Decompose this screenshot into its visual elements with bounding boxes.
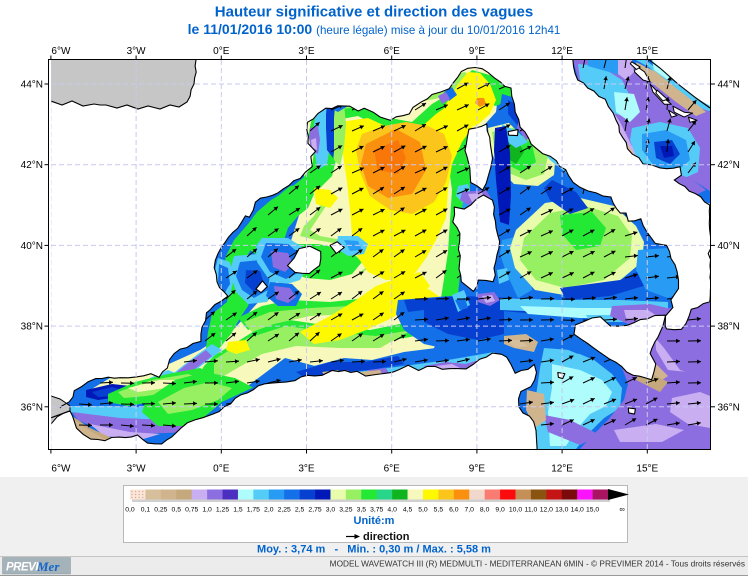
svg-text:6°W: 6°W bbox=[51, 46, 71, 57]
svg-text:2,5: 2,5 bbox=[295, 507, 305, 514]
svg-text:3,0: 3,0 bbox=[326, 507, 336, 514]
svg-text:4,0: 4,0 bbox=[387, 507, 397, 514]
svg-text:2,25: 2,25 bbox=[278, 507, 291, 514]
svg-text:36°N: 36°N bbox=[21, 402, 43, 413]
svg-text:1,75: 1,75 bbox=[247, 507, 260, 514]
svg-text:15°E: 15°E bbox=[636, 46, 658, 57]
svg-text:15,0: 15,0 bbox=[586, 507, 599, 514]
svg-text:6°W: 6°W bbox=[51, 464, 71, 475]
svg-text:6°E: 6°E bbox=[384, 46, 401, 57]
svg-text:3,75: 3,75 bbox=[370, 507, 383, 514]
svg-text:2,0: 2,0 bbox=[264, 507, 274, 514]
svg-text:9°E: 9°E bbox=[469, 46, 486, 57]
svg-text:Unité:m: Unité:m bbox=[354, 515, 395, 527]
svg-text:1,0: 1,0 bbox=[202, 507, 212, 514]
svg-text:12°E: 12°E bbox=[551, 46, 573, 57]
svg-text:Hauteur significative et direc: Hauteur significative et direction des v… bbox=[215, 4, 533, 21]
svg-text:3°W: 3°W bbox=[127, 46, 147, 57]
svg-text:direction: direction bbox=[363, 531, 410, 543]
svg-text:6,0: 6,0 bbox=[449, 507, 459, 514]
svg-text:MODEL WAVEWATCH III (R) MEDMUL: MODEL WAVEWATCH III (R) MEDMULTI - MEDIT… bbox=[330, 559, 745, 569]
svg-text:44°N: 44°N bbox=[21, 80, 43, 91]
svg-text:5,0: 5,0 bbox=[418, 507, 428, 514]
svg-text:3°E: 3°E bbox=[298, 46, 315, 57]
svg-text:0,1: 0,1 bbox=[141, 507, 151, 514]
svg-text:38°N: 38°N bbox=[21, 322, 43, 333]
svg-text:11,0: 11,0 bbox=[525, 507, 538, 514]
svg-text:Moy. : 3,74 m - Min. : 0,3: Moy. : 3,74 m - Min. : 0,30 m / Max. : 5… bbox=[257, 544, 491, 556]
svg-text:38°N: 38°N bbox=[718, 322, 740, 333]
svg-text:9°E: 9°E bbox=[469, 464, 486, 475]
svg-text:∞: ∞ bbox=[619, 505, 624, 514]
svg-text:PREVI: PREVI bbox=[6, 562, 39, 574]
svg-text:3,5: 3,5 bbox=[357, 507, 367, 514]
svg-text:13,0: 13,0 bbox=[555, 507, 568, 514]
svg-text:12,0: 12,0 bbox=[540, 507, 553, 514]
svg-text:15°E: 15°E bbox=[636, 464, 658, 475]
svg-text:0°E: 0°E bbox=[213, 464, 230, 475]
svg-text:40°N: 40°N bbox=[718, 241, 740, 252]
svg-text:le 11/01/2016 10:00 (heure lég: le 11/01/2016 10:00 (heure légale) mise … bbox=[188, 21, 561, 37]
svg-text:42°N: 42°N bbox=[718, 160, 740, 171]
svg-text:3°E: 3°E bbox=[298, 464, 315, 475]
svg-text:0,5: 0,5 bbox=[172, 507, 182, 514]
svg-text:36°N: 36°N bbox=[718, 402, 740, 413]
svg-text:6°E: 6°E bbox=[384, 464, 401, 475]
svg-text:Mer: Mer bbox=[36, 559, 60, 574]
svg-text:40°N: 40°N bbox=[21, 241, 43, 252]
svg-text:1,25: 1,25 bbox=[216, 507, 229, 514]
svg-text:44°N: 44°N bbox=[718, 80, 740, 91]
svg-text:0°E: 0°E bbox=[213, 46, 230, 57]
svg-text:7,0: 7,0 bbox=[465, 507, 475, 514]
svg-text:0,75: 0,75 bbox=[185, 507, 198, 514]
svg-text:0,25: 0,25 bbox=[154, 507, 167, 514]
svg-text:9,0: 9,0 bbox=[495, 507, 505, 514]
svg-text:10,0: 10,0 bbox=[509, 507, 522, 514]
svg-text:14,0: 14,0 bbox=[571, 507, 584, 514]
svg-text:42°N: 42°N bbox=[21, 160, 43, 171]
svg-text:3°W: 3°W bbox=[127, 464, 147, 475]
svg-text:4,5: 4,5 bbox=[403, 507, 413, 514]
svg-text:2,75: 2,75 bbox=[308, 507, 321, 514]
svg-text:5,5: 5,5 bbox=[434, 507, 444, 514]
svg-text:3,25: 3,25 bbox=[339, 507, 352, 514]
svg-text:12°E: 12°E bbox=[551, 464, 573, 475]
svg-text:0,0: 0,0 bbox=[125, 507, 135, 514]
svg-text:1,5: 1,5 bbox=[233, 507, 243, 514]
svg-text:8,0: 8,0 bbox=[480, 507, 490, 514]
